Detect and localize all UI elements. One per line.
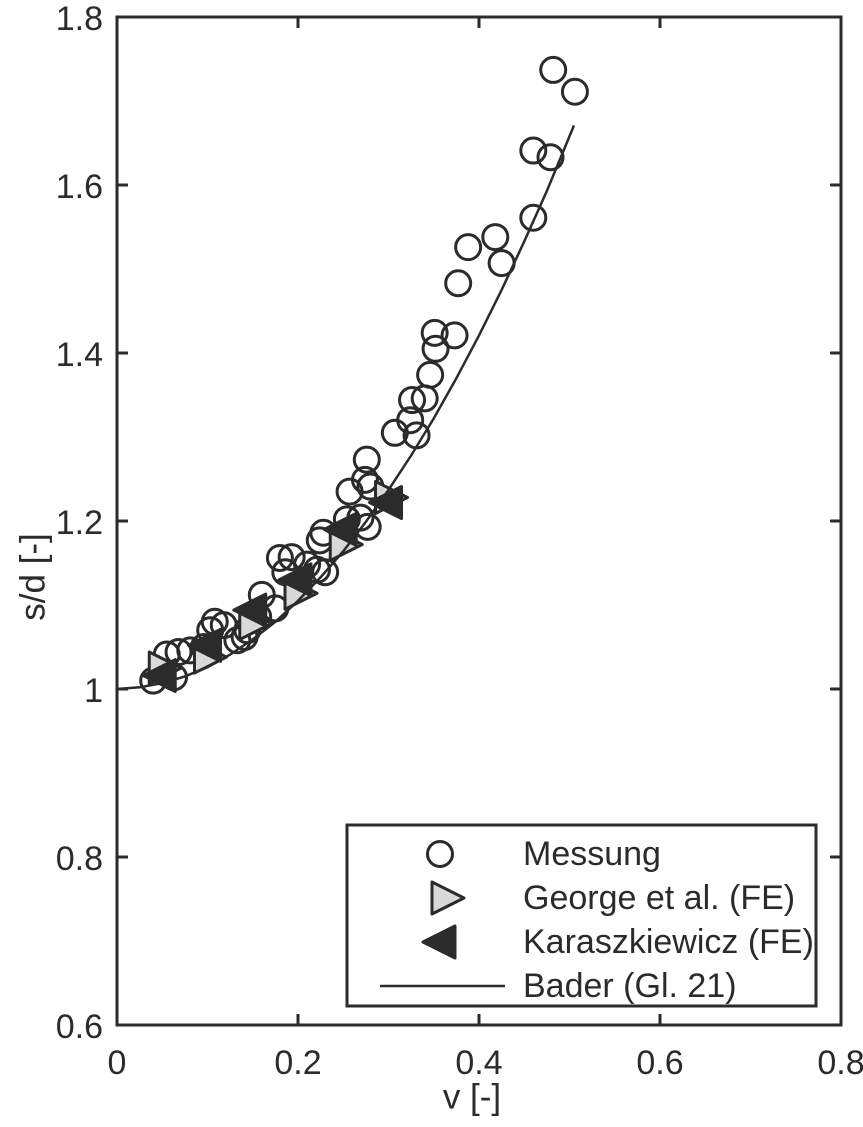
data-point-messung	[519, 203, 548, 232]
x-axis-title: v [-]	[443, 1078, 501, 1117]
legend-label-bader: Bader (Gl. 21)	[523, 967, 737, 1005]
legend: Messung George et al. (FE) Karaszkiewicz…	[345, 823, 818, 1008]
data-point-messung	[444, 269, 473, 298]
data-point-messung	[277, 543, 306, 572]
data-point-karaszkiewicz	[322, 511, 358, 547]
data-point-messung	[539, 55, 568, 84]
data-point-messung	[420, 318, 449, 347]
x-tick-label: 0	[108, 1044, 127, 1082]
data-point-karaszkiewicz	[187, 627, 222, 663]
legend-box	[345, 823, 818, 1008]
plot-frame	[115, 15, 843, 1027]
y-tick-label: 1.8	[56, 0, 103, 38]
data-point-messung	[481, 223, 510, 252]
data-point-messung	[440, 321, 469, 350]
legend-marker-triangle-left-icon	[421, 924, 457, 960]
x-tick-label: 0.6	[636, 1044, 683, 1082]
y-axis-title: s/d [-]	[14, 533, 53, 621]
data-point-messung	[398, 386, 427, 415]
legend-label-george: George et al. (FE)	[523, 879, 795, 917]
data-point-karaszkiewicz	[277, 562, 313, 598]
data-point-messung	[454, 233, 483, 262]
y-tick-label: 1.4	[56, 336, 103, 374]
y-tick-label: 0.6	[56, 1008, 103, 1046]
legend-label-messung: Messung	[523, 835, 661, 873]
x-tick-label: 0.4	[455, 1044, 502, 1082]
data-point-messung	[311, 558, 340, 587]
legend-marker-circle-icon	[426, 840, 454, 868]
y-tick-label: 1.2	[56, 504, 103, 542]
data-point-messung	[536, 143, 565, 172]
data-point-messung	[350, 465, 379, 494]
data-point-messung	[421, 334, 450, 363]
x-tick-label: 0.2	[274, 1044, 321, 1082]
data-point-messung	[352, 445, 381, 474]
data-point-messung	[416, 360, 445, 389]
data-point-messung	[519, 136, 548, 165]
legend-label-karaszkiewicz: Karaszkiewicz (FE)	[523, 923, 814, 961]
data-point-karaszkiewicz	[232, 592, 268, 628]
y-tick-label: 1.6	[56, 168, 103, 206]
plot-render-layer: 0 0.2 0.4 0.6 0.8 0.6 0.8 1 1.2 1.4 1.6 1.8	[56, 0, 863, 1082]
data-point-messung	[265, 543, 294, 572]
bader-curve-line	[116, 124, 576, 691]
x-tick-label: 0.8	[817, 1044, 863, 1082]
y-tick-label: 0.8	[56, 840, 103, 878]
legend-marker-triangle-right-icon	[430, 880, 466, 916]
data-point-messung	[396, 406, 425, 435]
data-point-messung	[560, 77, 589, 106]
y-tick-label: 1	[84, 672, 103, 710]
